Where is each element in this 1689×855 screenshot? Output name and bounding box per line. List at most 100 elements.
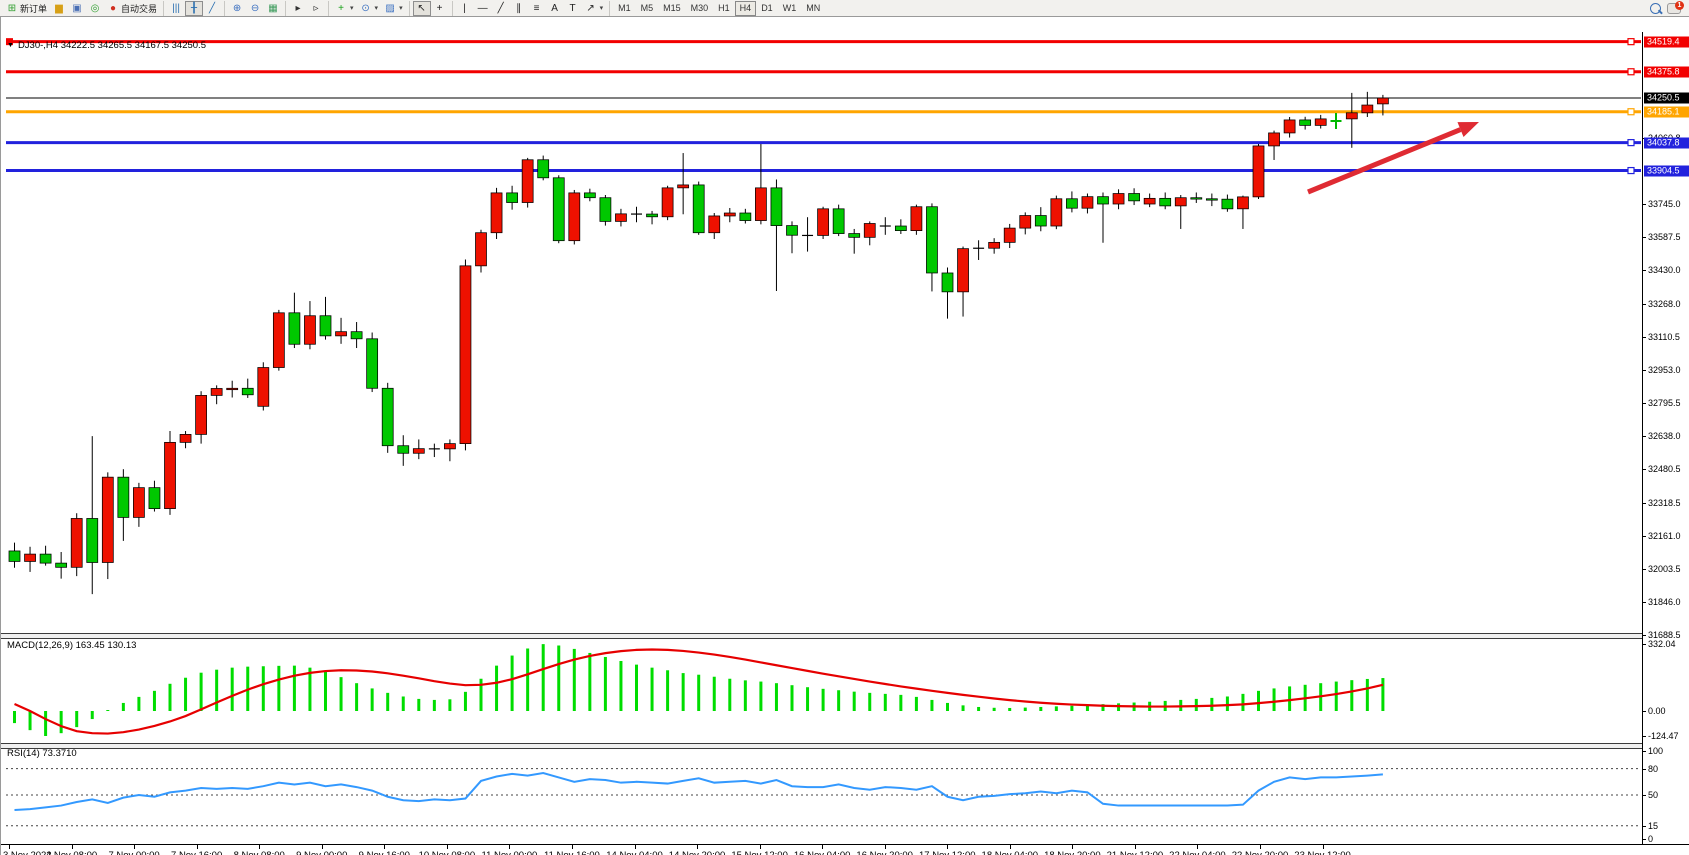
vertical-line-button[interactable]: | xyxy=(456,1,474,16)
notifications-icon[interactable]: 1 xyxy=(1667,0,1684,14)
timeframe-button-d1[interactable]: D1 xyxy=(761,2,773,13)
chevron-down-icon[interactable]: ▾ xyxy=(399,5,403,12)
rsi-panel-chart[interactable] xyxy=(1,747,1642,844)
autotrading-button[interactable]: ● 自动交易 xyxy=(104,1,160,16)
chart-window: ▼ DJ30-,H4 34222.5 34265.5 34167.5 34250… xyxy=(0,16,1689,855)
gold-button[interactable]: ▆ xyxy=(50,1,68,16)
zoom-out-icon: ⊖ xyxy=(250,2,260,14)
candle-body-up xyxy=(708,215,721,234)
macd-panel-chart[interactable] xyxy=(1,638,1642,743)
candle-body-down xyxy=(366,338,379,389)
line-anchor-handle[interactable] xyxy=(1627,139,1635,147)
candle-body-down xyxy=(506,192,518,203)
bar-chart-button[interactable]: ||| xyxy=(167,1,185,16)
candle-body-up xyxy=(210,388,223,396)
trendline-button[interactable]: ╱ xyxy=(492,1,510,16)
candle-body-down xyxy=(894,225,907,231)
timeframe-button-h4[interactable]: H4 xyxy=(734,0,757,16)
time-axis-tick xyxy=(634,845,636,849)
signal-button[interactable]: ◎ xyxy=(86,1,104,16)
timeframe-button-h1[interactable]: H1 xyxy=(718,2,730,13)
time-axis-label: 18 Nov 04:00 xyxy=(982,850,1039,855)
text-button[interactable]: A xyxy=(546,1,564,16)
monitor-button[interactable]: ▣ xyxy=(68,1,86,16)
label-button[interactable]: T xyxy=(564,1,582,16)
chevron-down-icon[interactable]: ▾ xyxy=(350,5,354,12)
price-axis[interactable]: 34060.833745.033587.533430.033268.033110… xyxy=(1642,32,1689,844)
new-order-button[interactable]: ⊞ 新订单 xyxy=(3,1,50,16)
candlestick-button[interactable]: ╂ xyxy=(185,0,204,16)
line-anchor-handle[interactable] xyxy=(1627,166,1635,175)
macd-axis-tick-label: 332.04 xyxy=(1648,639,1676,650)
rsi-axis-tick-label: 0 xyxy=(1648,834,1654,844)
main-price-chart[interactable] xyxy=(1,32,1642,633)
time-axis[interactable]: 3 Nov 20224 Nov 08:00 7 Nov 00:00 7 Nov 16… xyxy=(1,844,1689,855)
panel-splitter[interactable] xyxy=(1,633,1689,639)
horizontal-line-button[interactable]: — xyxy=(474,1,492,16)
candle-body-up xyxy=(1268,132,1280,147)
line-anchor-handle[interactable] xyxy=(1627,38,1635,46)
candle-body-down xyxy=(241,387,254,396)
candle-body-down xyxy=(1066,198,1078,209)
time-axis-tick xyxy=(884,845,886,849)
candle-body-down xyxy=(848,233,861,238)
periods-button[interactable]: ⊙ ▾ xyxy=(357,1,382,16)
toolbar-group: ⊞ 新订单 ▆ ▣ ◎ ● 自动交易 xyxy=(0,0,165,16)
time-axis-tick xyxy=(509,845,511,849)
candle-body-up xyxy=(444,443,456,450)
candle-body-up xyxy=(133,487,145,518)
chart-shift-button[interactable]: ▹ xyxy=(307,1,325,16)
cursor-button[interactable]: ↖ xyxy=(412,0,431,16)
time-axis-tick xyxy=(9,845,10,849)
line-anchor-handle[interactable] xyxy=(1627,108,1635,116)
panel-splitter[interactable] xyxy=(1,743,1689,749)
candle-body-down xyxy=(39,553,52,564)
auto-scroll-button[interactable]: ▸ xyxy=(289,1,307,16)
candle-body-up xyxy=(179,434,192,443)
indicators-button[interactable]: + ▾ xyxy=(332,1,357,16)
candle-body-up xyxy=(677,184,690,189)
candle-body-down xyxy=(926,206,938,274)
trend-arrow[interactable] xyxy=(1307,127,1462,195)
timeframe-group: M1 M5 M15 M30 H1 H4 D1 W1 MN xyxy=(610,0,828,16)
candle-body-up xyxy=(475,232,487,267)
channel-button[interactable]: ∥ xyxy=(510,1,528,16)
chevron-down-icon[interactable]: ▼ xyxy=(7,42,14,49)
rsi-axis-tick-label: 50 xyxy=(1648,790,1659,800)
tile-windows-button[interactable]: ▦ xyxy=(264,1,282,16)
fibonacci-button[interactable]: ≡ xyxy=(528,1,546,16)
candle-body-up xyxy=(910,206,923,231)
price-axis-tick xyxy=(1643,270,1646,272)
candle-body-down xyxy=(739,212,752,221)
search-icon[interactable] xyxy=(1650,2,1661,14)
line-anchor-handle[interactable] xyxy=(6,38,13,46)
time-axis-label: 18 Nov 20:00 xyxy=(1044,850,1101,855)
timeframe-button-w1[interactable]: W1 xyxy=(782,2,797,13)
timeframe-button-m1[interactable]: M1 xyxy=(618,2,631,13)
zoom-out-button[interactable]: ⊖ xyxy=(246,1,264,16)
time-axis-tick xyxy=(1009,845,1011,849)
timeframe-button-mn[interactable]: MN xyxy=(806,2,821,13)
timeframe-button-m30[interactable]: M30 xyxy=(690,2,709,13)
rsi-axis-tick-label: 80 xyxy=(1648,763,1659,774)
text-icon: A xyxy=(551,2,558,14)
templates-button[interactable]: ▨ ▾ xyxy=(381,1,406,16)
line-chart-button[interactable]: ╱ xyxy=(203,1,221,16)
timeframe-button-m15[interactable]: M15 xyxy=(663,2,681,13)
price-axis-tick-label: 32638.0 xyxy=(1648,431,1681,442)
crosshair-icon: + xyxy=(436,2,443,14)
candle-body-down xyxy=(381,387,394,447)
chevron-down-icon[interactable]: ▾ xyxy=(599,5,604,12)
candle-body-up xyxy=(412,448,425,454)
line-anchor-handle[interactable] xyxy=(1627,68,1635,76)
shapes-button[interactable]: ↗ ▾ xyxy=(582,1,607,16)
crosshair-button[interactable]: + xyxy=(431,1,449,16)
timeframe-button-m5[interactable]: M5 xyxy=(640,2,654,13)
time-axis-label: 22 Nov 20:00 xyxy=(1232,850,1289,855)
trend-arrow-head[interactable] xyxy=(1457,122,1479,137)
tile-windows-icon: ▦ xyxy=(268,2,278,14)
time-axis-label: 23 Nov 12:00 xyxy=(1294,850,1351,855)
chevron-down-icon[interactable]: ▾ xyxy=(374,5,379,12)
price-badge-34250.5: 34250.5 xyxy=(1644,92,1689,104)
zoom-in-button[interactable]: ⊕ xyxy=(228,1,246,16)
